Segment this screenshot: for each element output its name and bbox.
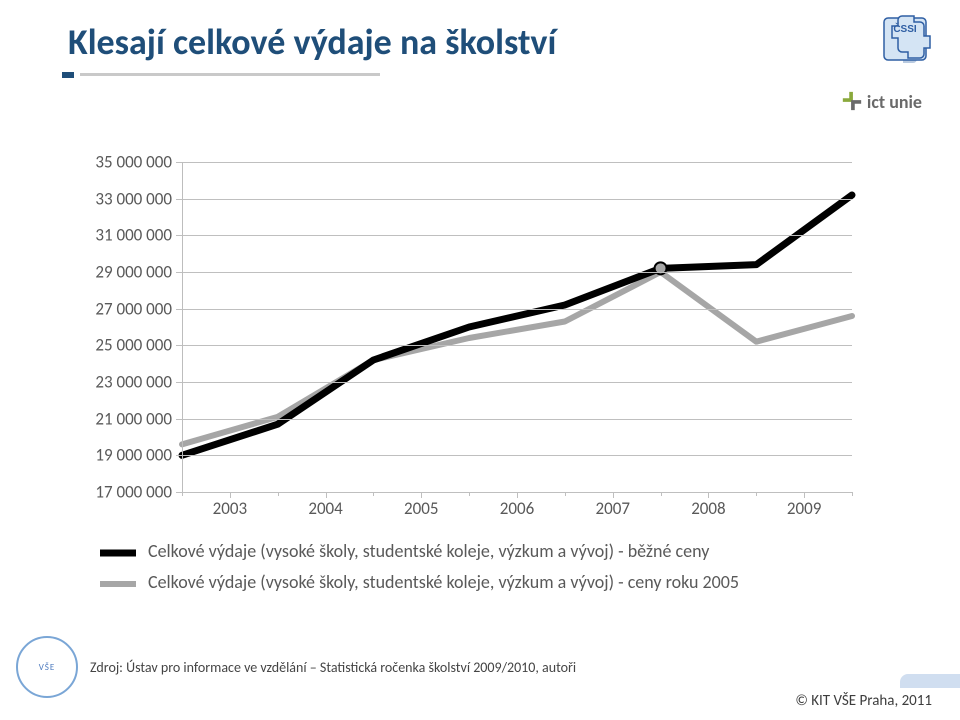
slide: Klesají celkové výdaje na školství ČSSI … (0, 0, 960, 720)
vse-logo-text: VŠE (39, 663, 56, 672)
plot-area (182, 162, 852, 492)
legend-item-current: Celkové výdaje (vysoké školy, studentské… (100, 540, 920, 563)
y-tick-label: 21 000 000 (72, 408, 172, 429)
x-tick-label: 2008 (691, 498, 725, 519)
series-lines (182, 162, 852, 492)
y-tick-label: 19 000 000 (72, 445, 172, 466)
ict-unie-text: ict unie (867, 91, 922, 113)
legend-label-const: Celkové výdaje (vysoké školy, studentské… (148, 571, 739, 594)
x-tick-label: 2004 (308, 498, 342, 519)
corner-tab (900, 674, 960, 688)
title-underline (80, 73, 380, 76)
y-tick-label: 17 000 000 (72, 482, 172, 503)
x-tick-label: 2009 (787, 498, 821, 519)
chart: 17 000 000 19 000 000 21 000 000 23 000 000… (72, 162, 852, 522)
y-tick-label: 33 000 000 (72, 188, 172, 209)
footer-copyright: © KIT VŠE Praha, 2011 (795, 692, 932, 710)
cssi-badge: ČSSI (880, 14, 936, 70)
cssi-badge-label: ČSSI (893, 22, 917, 35)
legend-label-current: Celkové výdaje (vysoké školy, studentské… (148, 540, 709, 563)
y-tick-label: 29 000 000 (72, 262, 172, 283)
y-tick-label: 31 000 000 (72, 225, 172, 246)
legend: Celkové výdaje (vysoké školy, studentské… (100, 540, 920, 601)
x-tick-label: 2006 (500, 498, 534, 519)
y-tick-label: 35 000 000 (72, 152, 172, 173)
y-tick-label: 27 000 000 (72, 298, 172, 319)
x-tick-label: 2007 (595, 498, 629, 519)
ict-unie-logo: ict unie (841, 90, 922, 117)
title-accent-block (62, 72, 74, 78)
legend-swatch-current (100, 546, 136, 560)
x-tick-label: 2005 (404, 498, 438, 519)
legend-item-const: Celkové výdaje (vysoké školy, studentské… (100, 571, 920, 594)
x-tick-label: 2003 (213, 498, 247, 519)
y-tick-label: 23 000 000 (72, 372, 172, 393)
page-title: Klesají celkové výdaje na školství (68, 20, 556, 64)
vse-logo: VŠE (16, 636, 78, 698)
y-tick-label: 25 000 000 (72, 335, 172, 356)
legend-swatch-const (100, 577, 136, 591)
source-line: Zdroj: Ústav pro informace ve vzdělání –… (90, 659, 576, 676)
ict-unie-icon (841, 90, 863, 117)
